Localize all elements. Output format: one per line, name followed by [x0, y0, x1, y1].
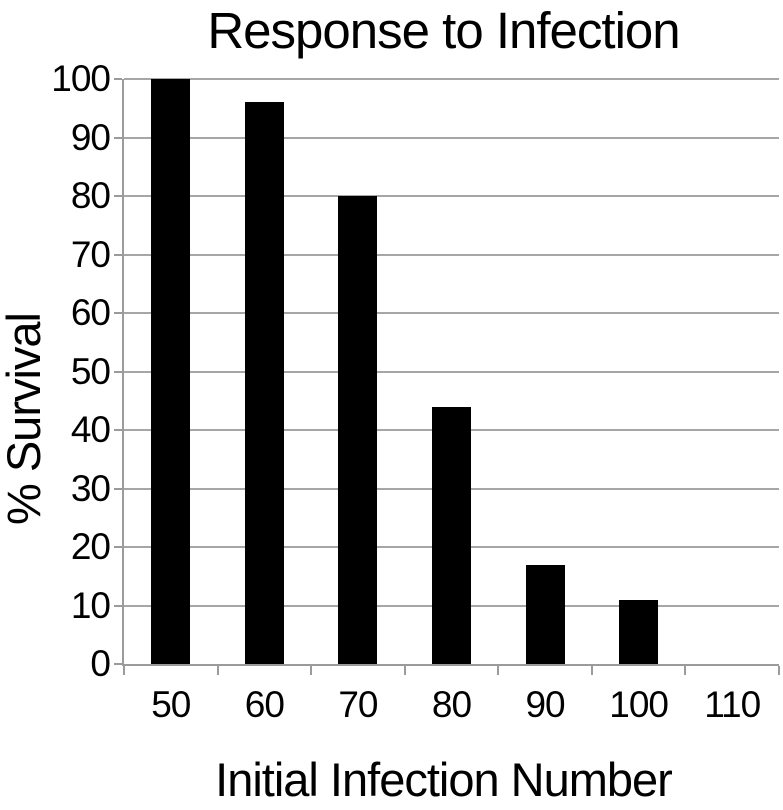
- plot-area: [114, 78, 780, 675]
- y-axis-tick: [114, 663, 122, 665]
- bar-50: [151, 79, 191, 664]
- chart-title: Response to Infection: [207, 2, 680, 59]
- y-axis-tick: [114, 312, 122, 314]
- x-tick-label: 100: [609, 684, 669, 725]
- x-axis-tick: [590, 666, 593, 675]
- bar-100: [619, 599, 659, 664]
- y-axis-tick: [114, 429, 122, 431]
- y-axis-tick: [114, 546, 122, 548]
- y-tick-label: 60: [70, 292, 111, 333]
- y-axis-tick: [114, 370, 122, 373]
- x-axis-tick: [310, 666, 313, 675]
- y-axis-tick: [114, 78, 122, 80]
- y-tick-label: 40: [70, 409, 111, 450]
- y-axis-tick: [114, 604, 122, 607]
- x-axis-tick: [216, 666, 219, 675]
- x-tick-label: 90: [525, 684, 565, 725]
- x-axis-tick: [778, 666, 780, 675]
- y-tick-label: 100: [51, 58, 111, 99]
- y-tick-label: 80: [70, 175, 111, 216]
- y-tick-label: 70: [70, 233, 111, 275]
- x-axis-tick: [497, 666, 500, 675]
- x-tick-label: 110: [704, 684, 761, 725]
- y-tick-label: 30: [70, 467, 111, 509]
- y-tick-label: 0: [90, 643, 111, 684]
- bar-90: [525, 564, 565, 664]
- y-axis-line: [122, 79, 124, 666]
- y-axis-tick: [114, 195, 122, 197]
- x-axis-tick: [123, 666, 125, 675]
- x-axis-tick: [684, 666, 687, 675]
- gridline-y-100: [124, 78, 779, 80]
- x-tick-label: 60: [244, 684, 285, 725]
- gridline-y-80: [124, 195, 779, 197]
- y-axis-tick: [114, 487, 122, 490]
- gridline-y-50: [124, 370, 779, 373]
- x-axis-line: [122, 664, 779, 666]
- y-tick-label: 50: [70, 350, 111, 392]
- gridline-y-70: [124, 253, 779, 256]
- y-tick-label: 90: [70, 116, 111, 158]
- x-tick-label: 70: [338, 684, 378, 725]
- bar-60: [244, 102, 284, 664]
- bar-70: [338, 196, 378, 664]
- y-axis-tick: [114, 136, 122, 139]
- gridline-y-90: [124, 136, 779, 139]
- y-axis-title: % Survival: [0, 313, 50, 526]
- y-tick-label: 10: [70, 584, 111, 626]
- gridline-y-60: [124, 312, 779, 314]
- x-axis-title: Initial Infection Number: [215, 753, 673, 806]
- y-axis-tick: [114, 253, 122, 256]
- x-tick-label: 50: [151, 684, 191, 725]
- x-axis-tick: [403, 666, 406, 675]
- y-tick-label: 20: [70, 526, 111, 567]
- x-tick-label: 80: [431, 684, 472, 725]
- bar-80: [432, 406, 471, 664]
